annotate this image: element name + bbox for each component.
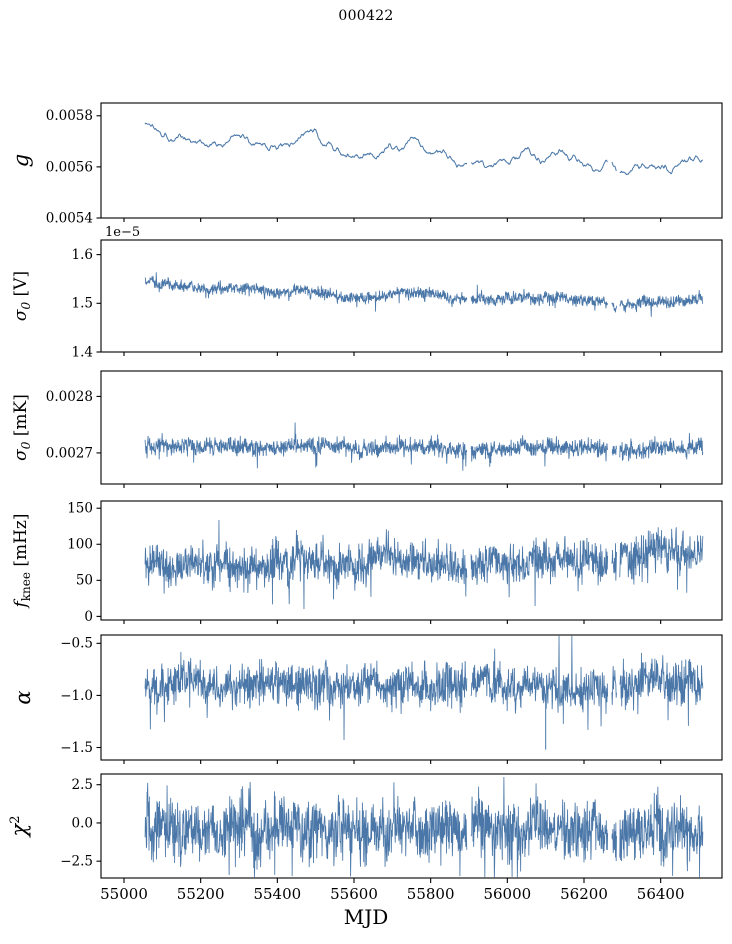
y-tick-label: 2.5 — [72, 777, 93, 793]
data-line-chi_squared — [144, 776, 704, 878]
y-tick-label: 0 — [84, 609, 93, 625]
panel-1 — [96, 239, 723, 356]
data-line-white_noise_level_volts — [144, 272, 704, 317]
data-line-spectral_index — [144, 635, 704, 741]
y-axis-label: χ2 — [7, 815, 31, 838]
y-tick-label: 100 — [67, 537, 93, 553]
y-tick-label: 0.0056 — [46, 159, 93, 175]
y-axis-label: σ0 [mK] — [11, 394, 33, 461]
y-tick-label: −1.0 — [60, 688, 93, 704]
data-line-gain — [144, 122, 703, 176]
y-tick-label: 0.0028 — [46, 389, 93, 405]
x-tick-label: 56000 — [483, 885, 531, 903]
panel-2 — [96, 370, 723, 488]
x-tick-label: 55000 — [100, 885, 148, 903]
y-tick-label: 1.4 — [72, 344, 93, 360]
y-tick-label: 0.0054 — [46, 210, 93, 226]
y-axis-label: fknee [mHz] — [11, 513, 33, 609]
y-tick-label: 0.0058 — [46, 108, 93, 124]
x-tick-label: 55400 — [253, 885, 301, 903]
y-tick-label: 50 — [76, 573, 93, 589]
x-tick-label: 55200 — [177, 885, 225, 903]
x-axis-label: MJD — [343, 905, 389, 929]
y-axis-label: g — [9, 154, 33, 167]
x-tick-label: 55800 — [407, 885, 455, 903]
data-line-white_noise_level_mk — [144, 422, 704, 471]
y-tick-label: −1.5 — [60, 740, 93, 756]
y-tick-label: 150 — [67, 501, 93, 517]
figure-title: 000422 — [338, 8, 394, 24]
panel-4 — [96, 634, 723, 764]
y-tick-label: 0.0 — [72, 815, 93, 831]
y-tick-label: 1.6 — [72, 247, 93, 263]
x-tick-label: 56200 — [560, 885, 608, 903]
y-axis-label: α — [11, 690, 35, 704]
y-tick-label: −0.5 — [60, 636, 93, 652]
y-tick-label: −2.5 — [60, 854, 93, 870]
data-line-knee_frequency — [144, 520, 704, 610]
x-tick-label: 56400 — [637, 885, 685, 903]
y-axis-offset-text: 1e−5 — [105, 225, 140, 240]
panel-0 — [96, 102, 723, 222]
y-axis-label: σ0 [V] — [11, 271, 33, 321]
y-tick-label: 1.5 — [72, 296, 93, 312]
x-tick-label: 55600 — [330, 885, 378, 903]
y-tick-label: 0.0027 — [46, 445, 93, 461]
